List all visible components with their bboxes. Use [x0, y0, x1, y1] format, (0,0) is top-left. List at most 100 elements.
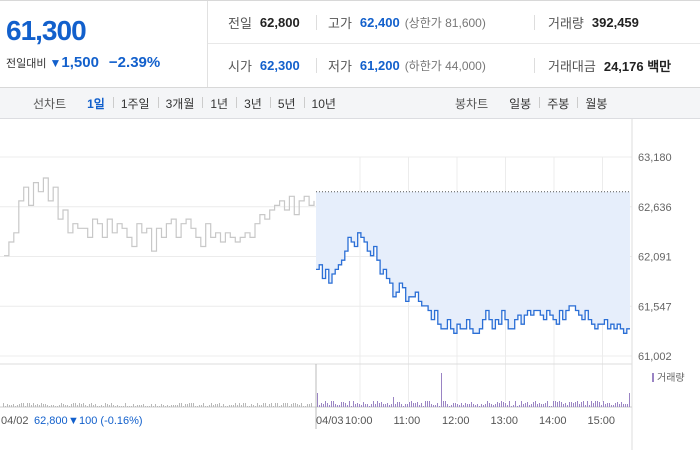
today-volume-bar: [625, 404, 626, 407]
prev-volume-bar: [27, 403, 28, 407]
tab-3month[interactable]: 3개월: [157, 95, 203, 112]
prev-volume-bar: [197, 406, 198, 407]
prev-volume-bar: [271, 403, 272, 407]
prev-volume-bar: [267, 406, 268, 407]
prev-volume-bar: [83, 403, 84, 407]
today-volume-bar: [361, 405, 362, 407]
today-volume-bar: [347, 405, 348, 407]
today-volume-bar: [483, 405, 484, 407]
today-volume-bar: [325, 401, 326, 407]
today-volume-bar: [577, 401, 578, 407]
today-volume-bar: [609, 403, 610, 407]
today-volume-bar: [417, 402, 418, 407]
today-volume-bar: [319, 405, 320, 407]
stat-label: 거래대금: [548, 59, 596, 74]
today-volume-bar: [613, 405, 614, 407]
today-volume-bar: [499, 403, 500, 407]
today-volume-bar: [489, 403, 490, 407]
today-volume-bar: [591, 401, 592, 407]
today-volume-bar: [391, 404, 392, 407]
prev-volume-bar: [73, 403, 74, 407]
prev-volume-bar: [195, 406, 196, 407]
today-volume-bar: [541, 404, 542, 407]
prev-volume-bar: [53, 405, 54, 407]
today-volume-bar: [535, 401, 536, 407]
tab-daily-candle[interactable]: 일봉: [509, 97, 532, 111]
stat-label: 고가: [328, 16, 352, 31]
prev-volume-bar: [261, 405, 262, 407]
prev-volume-bar: [117, 405, 118, 407]
today-volume-bar: [505, 403, 506, 407]
stat-low: 저가 61,200 (하한가 44,000): [328, 44, 486, 87]
prev-volume-bar: [137, 405, 138, 407]
y-tick-label: 62,636: [638, 202, 672, 214]
today-volume-bar: [445, 401, 446, 407]
prev-volume-bar: [13, 404, 14, 407]
today-volume-bar: [333, 401, 334, 407]
today-volume-bar: [467, 404, 468, 407]
today-volume-bar: [331, 401, 332, 407]
prev-volume-bar: [135, 406, 136, 407]
tab-1day[interactable]: 1일: [87, 97, 105, 111]
prev-volume-bar: [21, 403, 22, 407]
today-volume-bar: [623, 404, 624, 407]
tab-monthly-candle[interactable]: 월봉: [577, 95, 615, 112]
tab-3year[interactable]: 3년: [236, 95, 270, 112]
today-volume-bar: [335, 404, 336, 407]
today-volume-bar: [487, 401, 488, 407]
prev-volume-bar: [305, 406, 306, 407]
today-volume-bar: [567, 405, 568, 407]
prev-volume-bar: [49, 406, 50, 407]
current-price: 61,300: [6, 15, 87, 46]
prev-volume-bar: [257, 403, 258, 407]
prev-volume-bar: [119, 406, 120, 407]
tab-5year[interactable]: 5년: [269, 95, 304, 112]
today-volume-bar: [401, 404, 402, 407]
prev-volume-bar: [239, 403, 240, 407]
today-volume-bar: [345, 403, 346, 407]
prev-volume-bar: [221, 406, 222, 407]
prev-volume-bar: [23, 403, 24, 407]
prev-volume-bar: [41, 403, 42, 407]
prev-volume-bar: [199, 405, 200, 407]
stat-value: 392,459: [591, 15, 639, 30]
prev-volume-bar: [159, 406, 160, 407]
prev-volume-bar: [307, 404, 308, 407]
prev-volume-bar: [63, 404, 64, 407]
prev-volume-bar: [231, 405, 232, 407]
today-volume-bar: [357, 403, 358, 407]
stat-open: 시가 62,300: [228, 44, 300, 87]
today-volume-bar: [403, 406, 404, 407]
x-tick-label: 13:00: [491, 415, 519, 427]
today-volume-bar: [621, 402, 622, 407]
today-volume-bar: [583, 401, 584, 407]
prev-volume-bar: [17, 405, 18, 407]
prev-volume-bar: [153, 406, 154, 407]
change-percent: −2.39%: [108, 54, 161, 71]
prev-volume-bar: [223, 404, 224, 407]
today-volume-bar: [477, 404, 478, 407]
tab-1year[interactable]: 1년: [202, 95, 236, 112]
prev-volume-bar: [103, 406, 104, 407]
prev-volume-bar: [5, 406, 6, 407]
today-volume-bar: [351, 406, 352, 407]
today-volume-bar: [397, 402, 398, 407]
tab-1week[interactable]: 1주일: [112, 95, 158, 112]
prev-volume-bar: [147, 406, 148, 407]
today-volume-bar: [485, 404, 486, 407]
today-volume-bar: [365, 404, 366, 407]
today-volume-bar: [501, 401, 502, 407]
prev-day-change: 100 (-0.16%): [79, 415, 143, 427]
tab-10year[interactable]: 10년: [303, 95, 344, 112]
tab-weekly-candle[interactable]: 주봉: [539, 95, 577, 112]
prev-volume-bar: [61, 403, 62, 407]
prev-volume-bar: [245, 403, 246, 407]
divider: [534, 15, 535, 30]
volume-legend-label: 거래량: [657, 372, 685, 384]
prev-volume-bar: [281, 405, 282, 407]
prev-volume-bar: [247, 406, 248, 407]
today-volume-bar: [603, 401, 604, 407]
prev-volume-bar: [65, 405, 66, 407]
today-volume-bar: [581, 402, 582, 407]
